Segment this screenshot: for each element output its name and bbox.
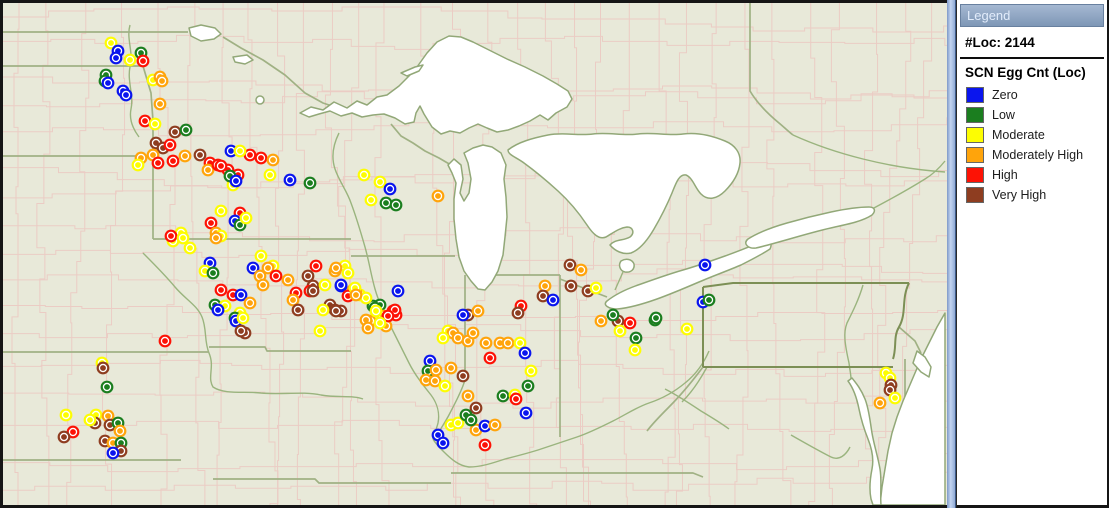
susquehanna-river [844, 284, 864, 380]
swatch-moderate [966, 127, 984, 143]
lake-st-clair [618, 258, 635, 273]
chesapeake-bay [847, 377, 882, 505]
lake-superior [299, 35, 573, 135]
map-frame [0, 0, 947, 508]
lake-ontario [744, 206, 876, 249]
red-river [128, 24, 140, 138]
layer-title: SCN Egg Cnt (Loc) [965, 65, 1086, 80]
legend-label: Very High [992, 188, 1047, 202]
swatch-zero [966, 87, 984, 103]
swatch-low [966, 107, 984, 123]
missouri-river [142, 252, 364, 400]
ohio-river [432, 350, 710, 468]
legend-panel-header[interactable]: Legend [960, 4, 1104, 27]
legend-item-moderate: Moderate [960, 125, 1104, 145]
legend-label: Moderate [992, 128, 1045, 142]
swatch-very-high [966, 187, 984, 203]
legend-item-very-high: Very High [960, 185, 1104, 205]
mille-lacs-lake [255, 95, 265, 105]
panel-splitter[interactable] [947, 0, 956, 508]
legend-label: High [992, 168, 1018, 182]
wv-river-1 [664, 388, 730, 430]
legend-label: Moderately High [992, 148, 1084, 162]
red-lake [232, 54, 254, 65]
legend-item-moderately-high: Moderately High [960, 145, 1104, 165]
detroit-river [614, 271, 624, 291]
map-markers [57, 36, 902, 460]
potomac-river [790, 434, 851, 459]
county-lines [3, 3, 947, 505]
great-lakes [188, 24, 946, 505]
legend-divider [960, 57, 1104, 59]
legend-item-low: Low [960, 105, 1104, 125]
lake-erie [604, 240, 772, 310]
legend-panel: Legend #Loc: 2144 SCN Egg Cnt (Loc) Zero… [956, 0, 1109, 508]
lake-huron [507, 132, 741, 255]
delaware-bay [912, 350, 932, 378]
location-count: #Loc: 2144 [965, 35, 1035, 50]
legend-panel-body: #Loc: 2144 SCN Egg Cnt (Loc) Zero Low Mo… [957, 27, 1107, 205]
wv-river-2 [681, 366, 708, 403]
st-lawrence-river [871, 160, 946, 210]
lake-michigan [447, 144, 508, 291]
legend-items: Zero Low Moderate Moderately High High [960, 85, 1104, 205]
lake-of-the-woods [188, 24, 222, 42]
legend-label: Low [992, 108, 1015, 122]
map-canvas[interactable] [3, 3, 947, 505]
legend-item-zero: Zero [960, 85, 1104, 105]
legend-panel-title: Legend [967, 8, 1011, 23]
isle-royale [400, 64, 424, 77]
legend-label: Zero [992, 88, 1018, 102]
legend-item-high: High [960, 165, 1104, 185]
ottawa-river [792, 134, 946, 173]
swatch-high [966, 167, 984, 183]
swatch-moderately-high [966, 147, 984, 163]
